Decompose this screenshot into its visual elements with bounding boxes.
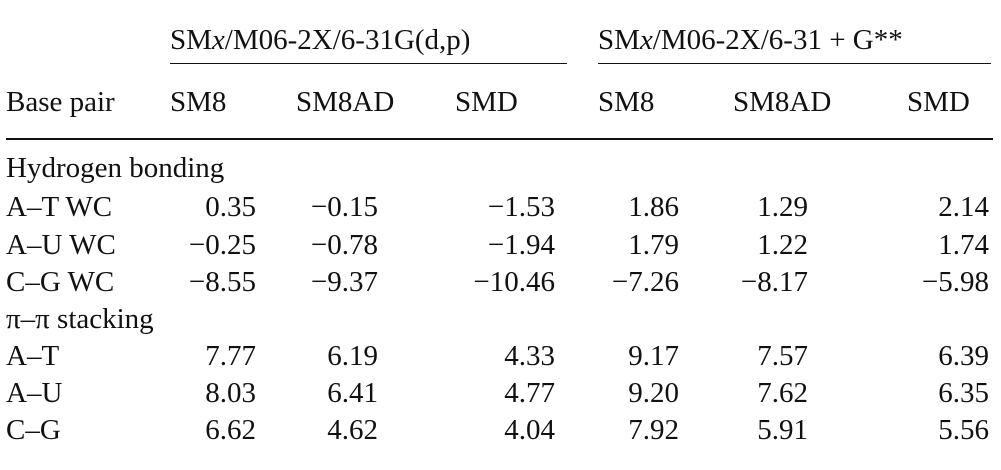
cell: −1.53 (487, 191, 555, 223)
cell: 4.33 (504, 340, 555, 372)
row-label: A–U WC (6, 229, 116, 261)
cell: −10.46 (473, 266, 555, 298)
cell: −0.78 (310, 229, 378, 261)
col-header-base-pair: Base pair (6, 86, 115, 118)
cell: −1.94 (487, 229, 555, 261)
col-header-sm8-a: SM8 (170, 86, 227, 118)
cell: 5.91 (757, 414, 808, 446)
row-label: A–U (6, 377, 63, 409)
row-label: C–G (6, 414, 61, 446)
header-rule (6, 138, 993, 140)
cell: 1.29 (757, 191, 808, 223)
cell: 4.77 (504, 377, 555, 409)
col-header-smd-a: SMD (455, 86, 518, 118)
cell: 9.20 (628, 377, 679, 409)
col-header-sm8-b: SM8 (598, 86, 655, 118)
cell: 9.17 (628, 340, 679, 372)
cell: 6.62 (205, 414, 256, 446)
cell: 6.35 (938, 377, 989, 409)
cell: 1.79 (628, 229, 679, 261)
cell: −7.26 (611, 266, 679, 298)
group-underline-6-31plusg (598, 63, 991, 64)
col-header-smd-b: SMD (907, 86, 970, 118)
cell: 1.22 (757, 229, 808, 261)
cell: 4.62 (327, 414, 378, 446)
cell: 4.04 (504, 414, 555, 446)
cell: 5.56 (938, 414, 989, 446)
cell: 7.62 (757, 377, 808, 409)
cell: 7.92 (628, 414, 679, 446)
section-title-hydrogen-bonding: Hydrogen bonding (6, 152, 225, 184)
group-header-6-31g: SMx/M06-2X/6-31G(d,p) (170, 24, 471, 56)
group-underline-6-31g (170, 63, 567, 64)
row-label: C–G WC (6, 266, 115, 298)
row-label: A–T (6, 340, 60, 372)
cell: 1.86 (628, 191, 679, 223)
cell: 6.19 (327, 340, 378, 372)
cell: −0.25 (188, 229, 256, 261)
cell: 8.03 (205, 377, 256, 409)
cell: 6.41 (327, 377, 378, 409)
cell: 0.35 (205, 191, 256, 223)
cell: −8.17 (740, 266, 808, 298)
cell: 7.77 (205, 340, 256, 372)
col-header-sm8ad-b: SM8AD (733, 86, 832, 118)
section-title-pi-pi-stacking: π–π stacking (6, 303, 154, 335)
cell: −0.15 (310, 191, 378, 223)
row-label: A–T WC (6, 191, 113, 223)
cell: 7.57 (757, 340, 808, 372)
group-header-6-31plusg: SMx/M06-2X/6-31 + G** (598, 24, 903, 56)
cell: −8.55 (188, 266, 256, 298)
col-header-sm8ad-a: SM8AD (296, 86, 395, 118)
cell: 6.39 (938, 340, 989, 372)
cell: −5.98 (921, 266, 989, 298)
cell: 2.14 (938, 191, 989, 223)
cell: −9.37 (310, 266, 378, 298)
cell: 1.74 (938, 229, 989, 261)
